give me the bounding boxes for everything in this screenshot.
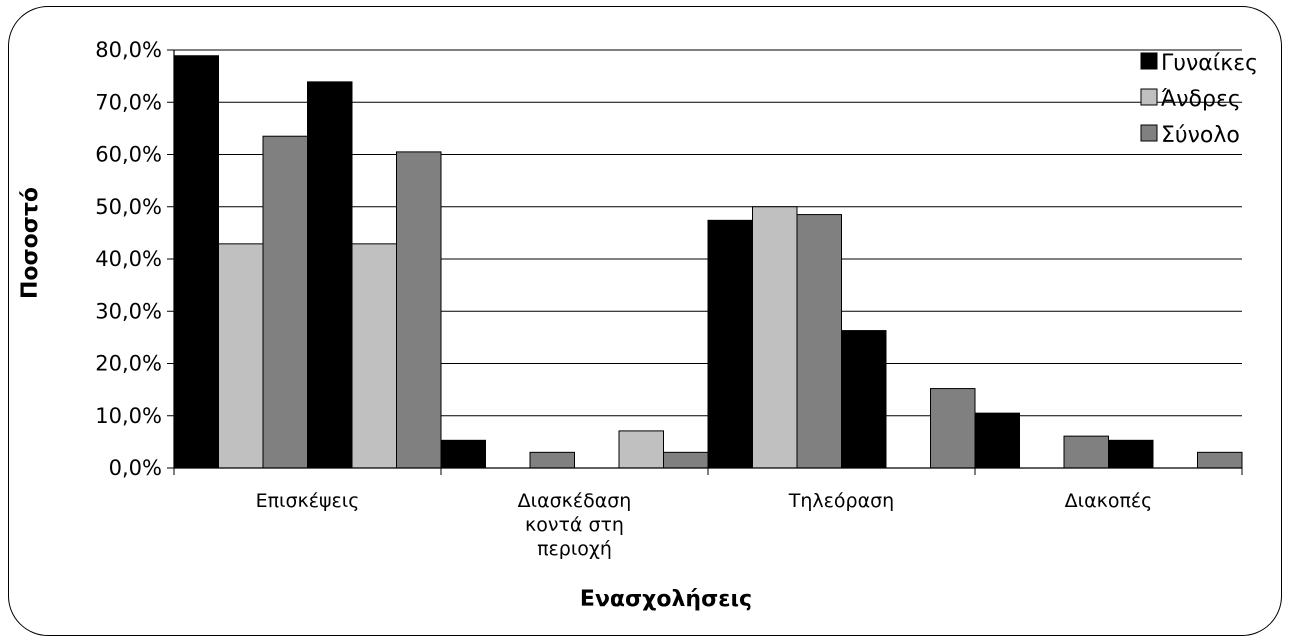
bars	[173, 55, 1243, 469]
legend-swatch	[1140, 52, 1158, 70]
bar	[262, 135, 308, 469]
bar	[841, 330, 887, 469]
y-tick-label: 50,0%	[95, 195, 162, 219]
x-category-labels: Επισκέψεις Διασκέδαση κοντά στη περιοχή Τηλε…	[256, 490, 1153, 560]
legend: Γυναίκες Άνδρες Σύνολο	[1140, 51, 1258, 148]
y-tick-labels: 0,0% 10,0% 20,0% 30,0% 40,0% 50,0% 60,0% 70,0% 8…	[95, 38, 162, 480]
bar	[218, 243, 264, 469]
bar	[1063, 435, 1109, 469]
bar	[974, 412, 1020, 469]
y-tick-label: 80,0%	[95, 38, 162, 62]
bar	[752, 206, 798, 469]
bar	[618, 430, 664, 469]
y-tick-label: 0,0%	[109, 456, 162, 480]
x-axis-title: Ενασχολήσεις	[580, 587, 752, 612]
y-tick-label: 20,0%	[95, 352, 162, 376]
bar	[930, 388, 976, 469]
axes	[173, 50, 1243, 475]
bar	[529, 451, 575, 469]
bar	[307, 81, 353, 469]
bar	[1108, 439, 1154, 469]
bar	[1197, 451, 1243, 469]
legend-label: Σύνολο	[1161, 123, 1240, 148]
bar	[173, 55, 219, 469]
legend-swatch	[1140, 124, 1158, 142]
y-tick-label: 70,0%	[95, 90, 162, 114]
bar	[663, 451, 709, 469]
x-category-label: Επισκέψεις	[256, 490, 360, 512]
x-category-label: Διασκέδαση κοντά στη περιοχή	[518, 490, 632, 560]
x-category-label: Τηλεόραση	[788, 490, 894, 512]
legend-label: Γυναίκες	[1161, 51, 1258, 76]
x-category-label: Διακοπές	[1065, 490, 1153, 512]
y-tick-label: 10,0%	[95, 404, 162, 428]
legend-label: Άνδρες	[1161, 87, 1241, 112]
bar	[440, 439, 486, 469]
bar	[396, 151, 442, 469]
legend-swatch	[1140, 88, 1158, 106]
bar	[707, 219, 753, 469]
y-tick-label: 30,0%	[95, 299, 162, 323]
y-axis-title: Ποσοστό	[18, 187, 43, 299]
bar	[351, 243, 397, 469]
y-tick-label: 40,0%	[95, 247, 162, 271]
y-tick-label: 60,0%	[95, 143, 162, 167]
bar	[796, 214, 842, 469]
